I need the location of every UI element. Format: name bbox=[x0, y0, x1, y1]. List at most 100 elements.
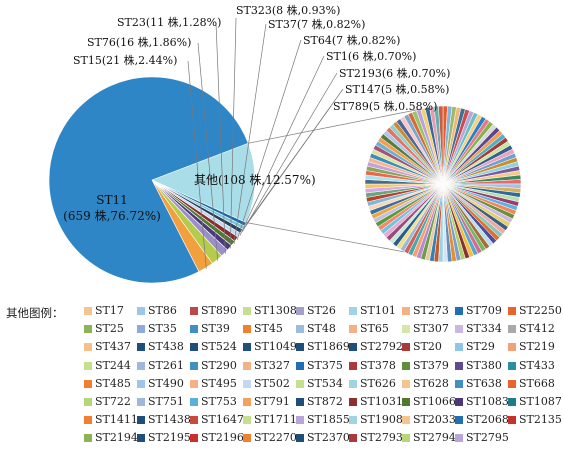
legend-item-st626: ST626 bbox=[349, 377, 396, 391]
legend-item-st1087: ST1087 bbox=[508, 395, 562, 409]
legend-item-st668: ST668 bbox=[508, 377, 555, 391]
legend-swatch bbox=[243, 434, 251, 443]
legend-swatch bbox=[402, 398, 410, 406]
legend-label: ST273 bbox=[413, 304, 449, 317]
legend-label: ST2068 bbox=[466, 413, 509, 427]
legend-swatch bbox=[137, 416, 145, 425]
leader-st323 bbox=[229, 17, 237, 249]
label-st15: ST15(21 株,2.44%) bbox=[73, 53, 177, 67]
label-st64: ST64(7 株,0.82%) bbox=[303, 33, 400, 47]
legend-label: ST25 bbox=[95, 322, 124, 336]
legend-label: ST35 bbox=[148, 322, 177, 336]
legend-label: ST1083 bbox=[466, 395, 509, 408]
label-other: 其他(108 株,12.57%) bbox=[194, 172, 316, 187]
legend-swatch bbox=[349, 325, 357, 334]
legend-item-st1031: ST1031 bbox=[349, 395, 403, 409]
legend-label: ST2792 bbox=[360, 340, 403, 354]
legend-swatch bbox=[349, 379, 357, 388]
legend-swatch bbox=[455, 416, 463, 425]
connector-line-bottom bbox=[245, 222, 406, 253]
legend-item-st380: ST380 bbox=[455, 359, 502, 373]
legend-swatch bbox=[243, 379, 251, 388]
legend-swatch bbox=[508, 325, 516, 334]
legend-item-st86: ST86 bbox=[137, 304, 177, 318]
legend-item-st2795: ST2795 bbox=[455, 431, 509, 445]
legend-swatch bbox=[508, 361, 516, 370]
legend-item-st307: ST307 bbox=[402, 322, 449, 336]
legend-item-st290: ST290 bbox=[190, 359, 237, 373]
label-st37: ST37(7 株,0.82%) bbox=[268, 17, 365, 31]
legend-item-st378: ST378 bbox=[349, 359, 396, 373]
legend-item-st45: ST45 bbox=[243, 322, 283, 336]
legend-label: ST307 bbox=[413, 322, 449, 336]
legend-swatch bbox=[349, 416, 357, 425]
legend-item-st2370: ST2370 bbox=[296, 431, 350, 445]
legend-label: ST65 bbox=[360, 322, 389, 336]
legend-swatch bbox=[296, 434, 304, 443]
label-st11-name: ST11 bbox=[96, 193, 128, 207]
legend-label: ST375 bbox=[307, 358, 343, 372]
legend-label: ST485 bbox=[95, 376, 131, 390]
legend-item-st433: ST433 bbox=[508, 359, 555, 373]
legend-label: ST379 bbox=[413, 358, 449, 372]
legend-item-st65: ST65 bbox=[349, 322, 389, 336]
legend-swatch bbox=[243, 416, 251, 425]
legend-label: ST1869 bbox=[307, 340, 350, 354]
label-st76: ST76(16 株,1.86%) bbox=[87, 35, 191, 49]
legend-label: ST753 bbox=[201, 395, 237, 408]
legend-swatch bbox=[508, 416, 516, 425]
legend-swatch bbox=[349, 398, 357, 406]
legend-item-st638: ST638 bbox=[455, 377, 502, 391]
legend-label: ST433 bbox=[519, 358, 555, 372]
legend-label: ST20 bbox=[413, 340, 442, 354]
legend-swatch bbox=[508, 307, 516, 315]
legend-swatch bbox=[349, 361, 357, 370]
legend-swatch bbox=[190, 307, 198, 315]
legend-item-st20: ST20 bbox=[402, 340, 442, 354]
legend-item-st753: ST753 bbox=[190, 395, 237, 409]
legend-swatch bbox=[190, 325, 198, 334]
legend-item-st2033: ST2033 bbox=[402, 413, 456, 427]
legend-label: ST26 bbox=[307, 304, 336, 317]
legend-label: ST628 bbox=[413, 376, 449, 390]
legend-swatch bbox=[508, 343, 516, 352]
label-st2193: ST2193(6 株,0.70%) bbox=[339, 66, 450, 80]
leader-lines bbox=[187, 17, 344, 269]
legend-swatch bbox=[243, 398, 251, 406]
legend-item-st2792: ST2792 bbox=[349, 340, 403, 354]
legend-swatch bbox=[455, 307, 463, 315]
legend-swatch bbox=[296, 343, 304, 352]
legend-swatch bbox=[137, 307, 145, 315]
legend-label: ST1066 bbox=[413, 395, 456, 408]
legend-label: ST638 bbox=[466, 376, 502, 390]
legend-swatch bbox=[137, 325, 145, 334]
legend-swatch bbox=[402, 379, 410, 388]
legend-label: ST327 bbox=[254, 358, 290, 372]
legend-swatch bbox=[402, 307, 410, 315]
legend-swatch bbox=[243, 343, 251, 352]
legend-item-st1411: ST1411 bbox=[84, 413, 138, 427]
legend-label: ST2135 bbox=[519, 413, 562, 427]
legend-item-st334: ST334 bbox=[455, 322, 502, 336]
legend-swatch bbox=[84, 416, 92, 425]
legend-label: ST334 bbox=[466, 322, 502, 336]
legend-item-st534: ST534 bbox=[296, 377, 343, 391]
legend-label: ST709 bbox=[466, 304, 502, 317]
legend-item-st1066: ST1066 bbox=[402, 395, 456, 409]
legend-label: ST2195 bbox=[148, 431, 191, 445]
legend-item-st327: ST327 bbox=[243, 359, 290, 373]
legend-item-st490: ST490 bbox=[137, 377, 184, 391]
leader-st147 bbox=[244, 88, 344, 229]
legend-item-st872: ST872 bbox=[296, 395, 343, 409]
slice-labels: ST11(659 株,76.72%) 其他(108 株,12.57%) ST789(… bbox=[63, 3, 450, 223]
legend-swatch bbox=[190, 379, 198, 388]
legend-label: ST2270 bbox=[254, 431, 297, 445]
legend-item-st1083: ST1083 bbox=[455, 395, 509, 409]
legend-swatch bbox=[455, 398, 463, 406]
legend-label: ST1908 bbox=[360, 413, 403, 427]
legend-label: ST2033 bbox=[413, 413, 456, 427]
legend-label: ST1031 bbox=[360, 395, 403, 408]
legend-item-st2793: ST2793 bbox=[349, 431, 403, 445]
main-pie bbox=[48, 76, 256, 284]
legend-item-st2194: ST2194 bbox=[84, 431, 138, 445]
